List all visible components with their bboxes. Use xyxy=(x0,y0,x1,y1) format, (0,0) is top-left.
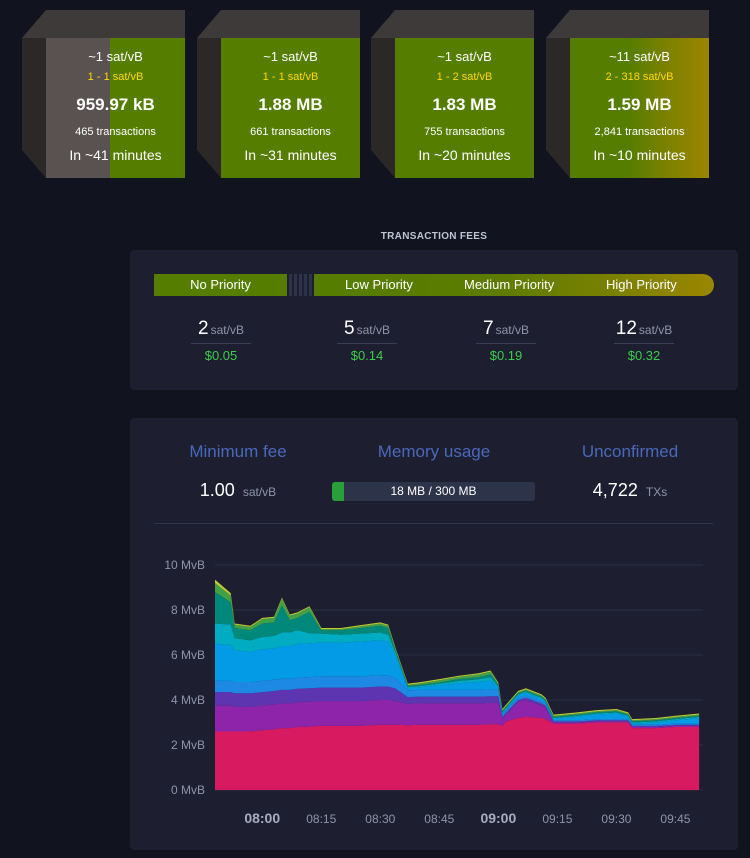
block-3d-sides xyxy=(546,10,709,178)
block-tx-count: 755 transactions xyxy=(424,126,505,138)
memory-usage-stat: Memory usage xyxy=(354,442,514,462)
y-tick-label: 6 MvB xyxy=(171,648,205,662)
block-face: ~1 sat/vB 1 - 1 sat/vB 1.88 MB 661 trans… xyxy=(221,38,360,178)
area-series xyxy=(215,640,700,725)
unconfirmed-unit: TXs xyxy=(645,485,668,499)
area-series xyxy=(215,700,700,732)
fees-panel: No Priority Low Priority Medium Priority… xyxy=(130,250,738,390)
fee-value: 2 xyxy=(198,318,209,339)
memory-usage-bar: 18 MB / 300 MB xyxy=(332,482,535,501)
x-tick-label: 08:00 xyxy=(244,810,280,826)
block-face: ~1 sat/vB 1 - 2 sat/vB 1.83 MB 755 trans… xyxy=(395,38,534,178)
mempool-panel: Minimum fee 1.00 sat/vB Memory usage 18 … xyxy=(130,418,738,850)
mempool-block-4[interactable]: ~11 sat/vB 2 - 318 sat/vB 1.59 MB 2,841 … xyxy=(546,10,709,178)
fee-value: 7 xyxy=(483,318,494,339)
minimum-fee-stat: Minimum fee 1.00 sat/vB xyxy=(168,442,308,501)
fee-usd: $0.32 xyxy=(627,348,661,363)
unconfirmed-heading: Unconfirmed xyxy=(581,442,679,461)
block-3d-sides xyxy=(371,10,534,178)
high-priority-label: High Priority xyxy=(606,277,677,292)
block-tx-count: 661 transactions xyxy=(250,126,331,138)
medium-priority-label: Medium Priority xyxy=(464,277,555,292)
divider xyxy=(614,343,674,344)
block-eta: In ~31 minutes xyxy=(244,147,337,163)
fee-usd: $0.14 xyxy=(350,348,384,363)
block-eta: In ~41 minutes xyxy=(69,147,162,163)
mempool-block-3[interactable]: ~1 sat/vB 1 - 2 sat/vB 1.83 MB 755 trans… xyxy=(371,10,534,178)
block-fee-range: 1 - 1 sat/vB xyxy=(87,71,144,83)
block-tx-count: 2,841 transactions xyxy=(594,126,685,138)
x-tick-label: 09:30 xyxy=(601,812,631,826)
block-3d-sides xyxy=(22,10,185,178)
fee-value: 5 xyxy=(344,318,355,339)
y-tick-label: 2 MvB xyxy=(171,738,205,752)
area-series xyxy=(215,716,700,790)
memory-usage-fill xyxy=(332,482,345,501)
unconfirmed-value: 4,722 xyxy=(592,480,638,500)
x-tick-label: 08:45 xyxy=(424,812,454,826)
fee-high-priority: 12 sat/vB $0.32 xyxy=(594,318,694,363)
minimum-fee-unit: sat/vB xyxy=(242,485,277,499)
fee-unit: sat/vB xyxy=(210,323,244,337)
y-tick-label: 8 MvB xyxy=(171,603,205,617)
block-3d-sides xyxy=(197,10,360,178)
fee-usd: $0.05 xyxy=(204,348,238,363)
stats-divider xyxy=(154,523,713,524)
minimum-fee-value: 1.00 xyxy=(199,480,235,500)
x-tick-label: 09:45 xyxy=(660,812,690,826)
block-face: ~1 sat/vB 1 - 1 sat/vB 959.97 kB 465 tra… xyxy=(46,38,185,178)
fee-unit: sat/vB xyxy=(638,323,673,337)
block-size: 959.97 kB xyxy=(76,95,155,114)
block-median-fee: ~1 sat/vB xyxy=(437,49,492,64)
block-size: 1.83 MB xyxy=(432,95,497,114)
x-tick-label: 08:30 xyxy=(365,812,395,826)
minimum-fee-heading: Minimum fee xyxy=(189,442,287,461)
divider xyxy=(476,343,536,344)
unconfirmed-stat: Unconfirmed 4,722 TXs xyxy=(560,442,700,501)
fees-title: TRANSACTION FEES xyxy=(380,231,488,242)
divider xyxy=(337,343,397,344)
fee-value: 12 xyxy=(615,318,637,339)
block-median-fee: ~1 sat/vB xyxy=(263,49,318,64)
fee-medium-priority: 7 sat/vB $0.19 xyxy=(456,318,556,363)
block-fee-range: 1 - 1 sat/vB xyxy=(262,71,319,83)
block-size: 1.88 MB xyxy=(258,95,323,114)
block-fee-range: 1 - 2 sat/vB xyxy=(436,71,493,83)
x-tick-label: 08:15 xyxy=(306,812,336,826)
divider xyxy=(191,343,251,344)
block-eta: In ~20 minutes xyxy=(418,147,511,163)
block-tx-count: 465 transactions xyxy=(75,126,156,138)
x-tick-label: 09:00 xyxy=(480,810,516,826)
low-priority-label: Low Priority xyxy=(345,277,413,292)
fee-unit: sat/vB xyxy=(495,323,529,337)
fee-unit: sat/vB xyxy=(356,323,390,337)
fee-usd: $0.19 xyxy=(489,348,523,363)
memory-usage-text: 18 MB / 300 MB xyxy=(390,484,477,498)
mempool-block-2[interactable]: ~1 sat/vB 1 - 1 sat/vB 1.88 MB 661 trans… xyxy=(197,10,360,178)
no-priority-label: No Priority xyxy=(190,277,251,292)
fee-no-priority: 2 sat/vB $0.05 xyxy=(171,318,271,363)
memory-usage-heading: Memory usage xyxy=(377,442,491,461)
block-size: 1.59 MB xyxy=(607,95,672,114)
x-tick-label: 09:15 xyxy=(542,812,572,826)
block-face: ~11 sat/vB 2 - 318 sat/vB 1.59 MB 2,841 … xyxy=(570,38,709,178)
projected-blocks: ~1 sat/vB 1 - 1 sat/vB 959.97 kB 465 tra… xyxy=(0,0,750,190)
priority-separator xyxy=(289,274,313,296)
mempool-size-chart[interactable]: 0 MvB 2 MvB 4 MvB 6 MvB 8 MvB 10 MvB 08:00 08:1… xyxy=(130,418,738,850)
block-eta: In ~10 minutes xyxy=(593,147,686,163)
no-priority-bar: No Priority xyxy=(154,274,287,296)
block-median-fee: ~11 sat/vB xyxy=(609,49,670,64)
block-fee-range: 2 - 318 sat/vB xyxy=(605,71,674,83)
area-series xyxy=(215,686,700,727)
y-tick-label: 10 MvB xyxy=(164,558,205,572)
fee-low-priority: 5 sat/vB $0.14 xyxy=(317,318,417,363)
priority-bar: Low Priority Medium Priority High Priori… xyxy=(314,274,714,296)
mempool-block-1[interactable]: ~1 sat/vB 1 - 1 sat/vB 959.97 kB 465 tra… xyxy=(22,10,185,178)
block-median-fee: ~1 sat/vB xyxy=(88,49,143,64)
y-tick-label: 0 MvB xyxy=(171,783,205,797)
y-tick-label: 4 MvB xyxy=(171,693,205,707)
